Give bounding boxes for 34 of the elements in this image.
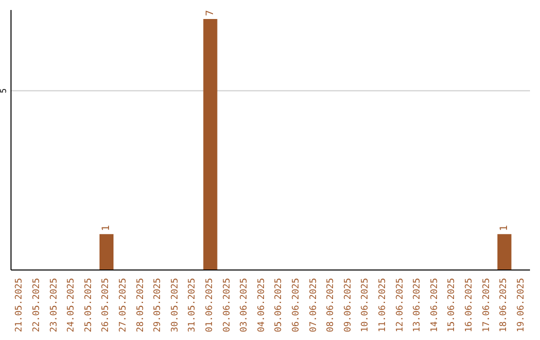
x-tick-label: 11.06.2025 [378,278,388,332]
x-tick-label: 27.05.2025 [118,278,128,332]
x-tick-label: 16.06.2025 [464,278,474,332]
x-tick-label: 03.06.2025 [240,278,250,332]
x-tick-label: 22.05.2025 [32,278,42,332]
x-tick-label: 28.05.2025 [136,278,146,332]
x-tick-label: 29.05.2025 [153,278,164,332]
x-tick-label: 02.06.2025 [222,278,232,332]
x-tick-label: 17.06.2025 [482,278,492,332]
x-tick-label: 24.05.2025 [66,278,77,332]
x-tick-label: 25.05.2025 [84,278,94,332]
data-label: 1 [498,225,510,232]
x-tick-label: 01.06.2025 [204,278,215,332]
x-tick-label: 04.06.2025 [256,278,267,332]
x-tick-label: 09.06.2025 [343,278,354,332]
x-tick-label: 06.06.2025 [291,278,302,332]
x-tick-label: 07.06.2025 [308,278,319,332]
x-tick-label: 23.05.2025 [49,278,60,332]
x-tick-label: 21.05.2025 [14,278,25,332]
x-tick-label: 12.06.2025 [395,278,406,332]
x-tick-label: 14.06.2025 [430,278,440,332]
x-tick-label: 30.05.2025 [170,278,180,332]
x-tick-label: 19.06.2025 [516,278,526,332]
x-tick-label: 05.06.2025 [274,278,284,332]
data-label: 1 [101,225,112,232]
x-tick-label: 13.06.2025 [412,278,423,332]
data-label: 7 [204,10,216,16]
x-tick-label: 18.06.2025 [499,278,510,332]
x-tick-label: 15.06.2025 [447,278,458,332]
x-tick-label: 10.06.2025 [360,278,371,332]
x-tick-label: 31.05.2025 [188,278,198,332]
x-tick-label: 08.06.2025 [326,278,336,332]
x-tick-label: 26.05.2025 [101,278,112,332]
y-tick-label: 5 [0,88,8,94]
